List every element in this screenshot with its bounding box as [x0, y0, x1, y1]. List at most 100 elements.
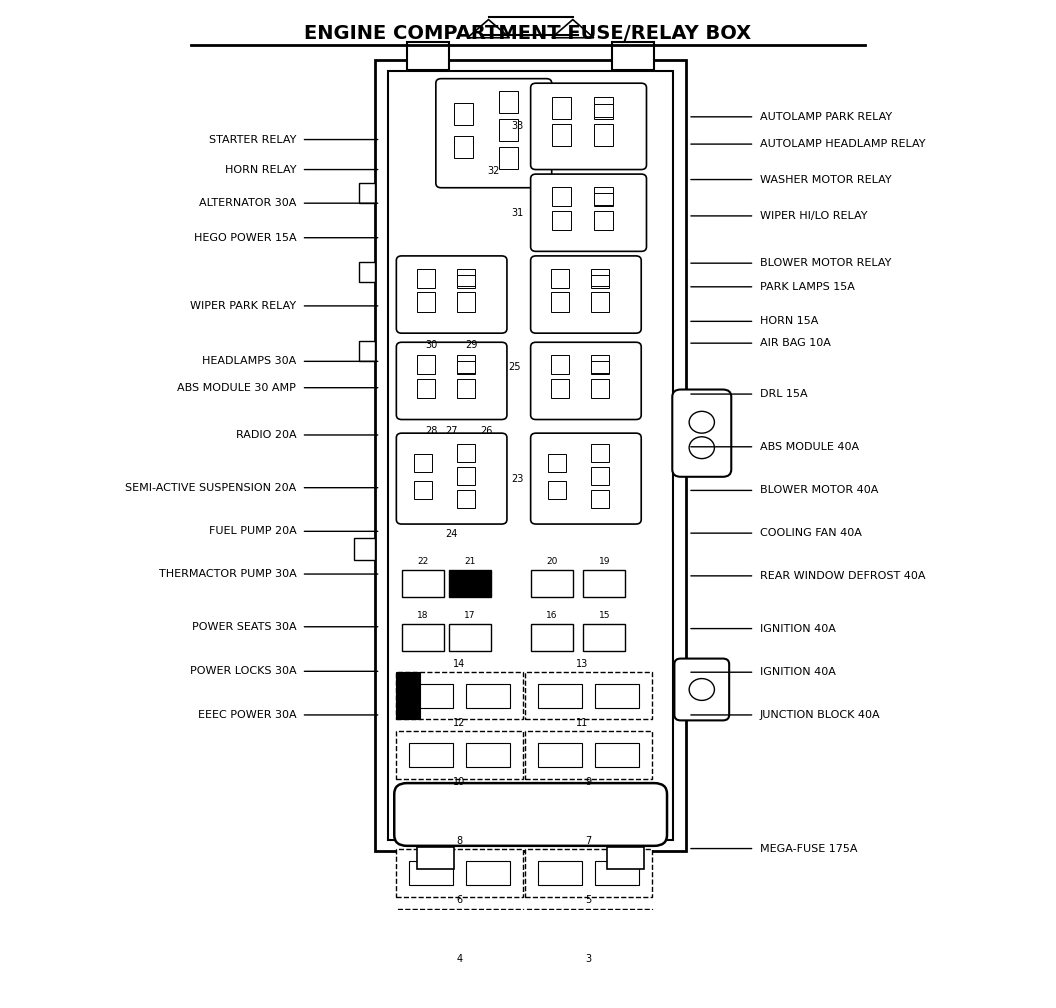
- Bar: [414, 481, 432, 499]
- Bar: [466, 920, 510, 944]
- Bar: [456, 467, 474, 485]
- Text: BLOWER MOTOR 40A: BLOWER MOTOR 40A: [759, 486, 879, 495]
- Text: MEGA-FUSE 175A: MEGA-FUSE 175A: [759, 844, 857, 854]
- Text: STARTER RELAY: STARTER RELAY: [209, 134, 297, 144]
- Bar: [499, 91, 518, 113]
- Text: 29: 29: [466, 340, 478, 350]
- Bar: [396, 672, 419, 720]
- Bar: [591, 467, 609, 485]
- Bar: [593, 186, 612, 206]
- Text: REAR WINDOW DEFROST 40A: REAR WINDOW DEFROST 40A: [759, 571, 925, 581]
- Bar: [499, 147, 518, 169]
- Bar: [607, 847, 644, 870]
- Bar: [454, 103, 473, 125]
- Bar: [409, 980, 453, 1003]
- Bar: [595, 861, 639, 885]
- FancyBboxPatch shape: [396, 433, 507, 524]
- Bar: [595, 980, 639, 1003]
- Circle shape: [690, 436, 715, 459]
- Bar: [526, 790, 652, 838]
- Text: 5: 5: [585, 895, 591, 905]
- Text: 10: 10: [453, 777, 466, 787]
- Polygon shape: [551, 19, 593, 37]
- Text: ENGINE COMPARTMENT FUSE/RELAY BOX: ENGINE COMPARTMENT FUSE/RELAY BOX: [304, 24, 752, 42]
- Bar: [538, 980, 582, 1003]
- Bar: [449, 624, 491, 651]
- FancyBboxPatch shape: [396, 256, 507, 334]
- Text: EEEC POWER 30A: EEEC POWER 30A: [197, 710, 297, 720]
- Bar: [548, 454, 566, 472]
- Text: POWER LOCKS 30A: POWER LOCKS 30A: [190, 666, 297, 676]
- Bar: [612, 42, 655, 70]
- Bar: [388, 72, 674, 841]
- Bar: [466, 861, 510, 885]
- Bar: [526, 968, 652, 1008]
- Bar: [417, 268, 435, 287]
- Bar: [409, 920, 453, 944]
- Bar: [591, 445, 609, 463]
- Text: WIPER HI/LO RELAY: WIPER HI/LO RELAY: [759, 211, 867, 221]
- Bar: [538, 743, 582, 767]
- Bar: [456, 490, 474, 508]
- Bar: [359, 341, 375, 361]
- Text: WASHER MOTOR RELAY: WASHER MOTOR RELAY: [759, 174, 891, 184]
- Bar: [396, 672, 523, 720]
- Bar: [551, 268, 569, 287]
- Text: 15: 15: [599, 612, 610, 620]
- Text: 13: 13: [577, 658, 588, 668]
- Text: 27: 27: [446, 426, 458, 435]
- Text: 32: 32: [488, 166, 499, 176]
- Bar: [417, 292, 435, 311]
- Text: 7: 7: [585, 836, 591, 846]
- Bar: [591, 490, 609, 508]
- Bar: [591, 355, 609, 374]
- Bar: [583, 624, 625, 651]
- Bar: [456, 268, 474, 287]
- Text: 14: 14: [453, 658, 466, 668]
- Bar: [538, 802, 582, 826]
- Bar: [591, 268, 609, 287]
- Text: 26: 26: [480, 426, 493, 435]
- Bar: [548, 481, 566, 499]
- Text: AUTOLAMP HEADLAMP RELAY: AUTOLAMP HEADLAMP RELAY: [759, 139, 925, 149]
- Text: AUTOLAMP PARK RELAY: AUTOLAMP PARK RELAY: [759, 112, 892, 122]
- Bar: [375, 60, 686, 852]
- Bar: [551, 186, 570, 206]
- Bar: [538, 920, 582, 944]
- Bar: [396, 790, 523, 838]
- FancyBboxPatch shape: [530, 84, 646, 169]
- Bar: [551, 292, 569, 311]
- Bar: [456, 379, 474, 398]
- Bar: [595, 802, 639, 826]
- Bar: [591, 361, 609, 373]
- Text: COOLING FAN 40A: COOLING FAN 40A: [759, 528, 862, 538]
- Text: 23: 23: [511, 474, 524, 484]
- Bar: [396, 850, 523, 897]
- Text: FUEL PUMP 20A: FUEL PUMP 20A: [208, 526, 297, 536]
- Text: 28: 28: [426, 426, 438, 435]
- Bar: [530, 624, 572, 651]
- Bar: [551, 355, 569, 374]
- Bar: [538, 861, 582, 885]
- Text: DRL 15A: DRL 15A: [759, 389, 808, 399]
- FancyBboxPatch shape: [675, 658, 729, 721]
- Bar: [538, 684, 582, 708]
- Text: HORN 15A: HORN 15A: [759, 317, 818, 327]
- Text: 30: 30: [426, 340, 438, 350]
- Bar: [354, 537, 375, 560]
- Bar: [595, 920, 639, 944]
- Text: POWER SEATS 30A: POWER SEATS 30A: [192, 622, 297, 632]
- Bar: [591, 275, 609, 286]
- Text: 17: 17: [465, 612, 476, 620]
- Bar: [396, 908, 523, 956]
- Bar: [593, 211, 612, 230]
- Bar: [591, 292, 609, 311]
- Bar: [456, 361, 474, 373]
- Bar: [551, 124, 570, 146]
- Bar: [456, 292, 474, 311]
- Bar: [530, 570, 572, 597]
- Bar: [595, 743, 639, 767]
- Text: 31: 31: [511, 208, 524, 218]
- Bar: [551, 379, 569, 398]
- Text: ALTERNATOR 30A: ALTERNATOR 30A: [199, 199, 297, 209]
